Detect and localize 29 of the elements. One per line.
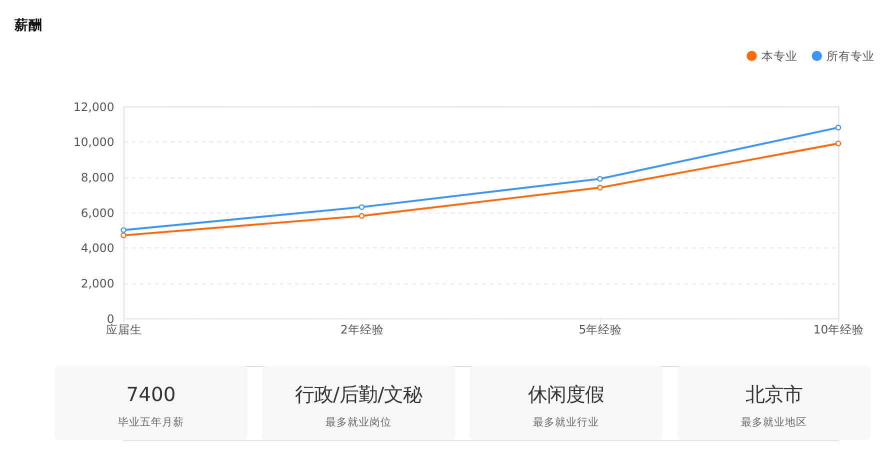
y-tick-label: 12,000 <box>73 100 114 114</box>
text: 行政/后勤/文秘 <box>295 383 422 406</box>
point <box>597 176 603 182</box>
x-tick-label: 5年经验 <box>578 322 622 336</box>
y-tick-label: 4,000 <box>80 241 114 256</box>
text: 最多就业行业 <box>533 415 600 428</box>
text: 最多就业岗位 <box>326 415 392 428</box>
text: 毕业五年月薪 <box>118 415 184 428</box>
text: 休闲度假 <box>528 383 604 406</box>
point <box>597 184 603 191</box>
point <box>835 124 842 130</box>
point <box>358 213 365 219</box>
text: 北京市 <box>745 383 802 406</box>
point <box>120 227 126 233</box>
point <box>358 204 365 210</box>
y-tick-label: 8,000 <box>80 170 114 184</box>
x-tick-label: 应届生 <box>106 322 142 336</box>
y-tick-label: 10,000 <box>73 135 114 150</box>
point <box>120 232 126 238</box>
x-tick-label: 10年经验 <box>813 322 864 336</box>
y-tick-label: 2,000 <box>80 276 114 290</box>
x-tick-label: 2年经验 <box>340 322 384 336</box>
point <box>835 140 842 146</box>
y-tick-label: 6,000 <box>80 206 114 220</box>
text: 7400 <box>126 383 176 406</box>
legend-label: 本专业 <box>761 48 798 63</box>
text: 最多就业地区 <box>740 415 807 428</box>
chart-title: 薪酬 <box>14 18 43 34</box>
legend-label: 所有专业 <box>826 48 875 63</box>
